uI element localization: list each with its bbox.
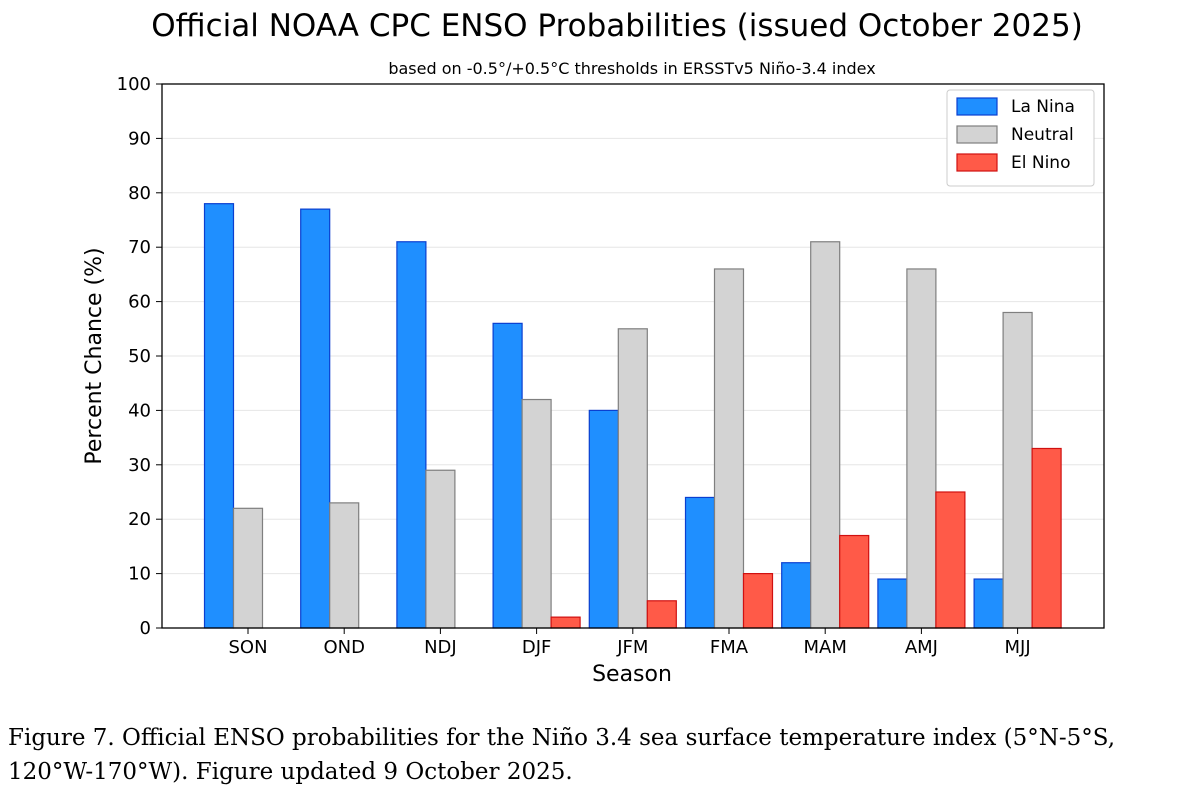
bar-neutral-ndj [425, 469, 456, 629]
bars [203, 203, 1062, 629]
y-tick-label: 20 [128, 509, 151, 530]
bar-neutral-mam [810, 241, 841, 629]
x-tick-label-ndj: NDJ [424, 637, 457, 658]
bar-el-nino-fma [742, 572, 774, 629]
y-tick-label: 0 [140, 618, 151, 639]
x-tick-label-amj: AMJ [905, 637, 938, 658]
bar-neutral-ond [329, 502, 360, 629]
bar-el-nino-djf [550, 616, 581, 629]
bar-neutral-amj [906, 268, 937, 629]
legend-label-neutral: Neutral [1011, 125, 1074, 145]
bar-la-nina-jfm [588, 409, 619, 629]
y-axis-ticks: 0 10 20 30 40 50 60 70 80 90 100 [117, 74, 162, 639]
x-tick-label-jfm: JFM [616, 637, 648, 658]
legend-swatch-la-nina [956, 97, 998, 116]
bar-la-nina-djf [492, 322, 523, 629]
x-tick-label-djf: DJF [522, 637, 552, 658]
x-tick-label-son: SON [228, 637, 267, 658]
bar-la-nina-fma [684, 496, 716, 629]
y-tick-label: 80 [128, 183, 151, 204]
x-tick-label-mjj: MJJ [1005, 637, 1031, 658]
bar-la-nina-son [203, 203, 235, 629]
bar-neutral-fma [713, 268, 745, 629]
y-tick-label: 70 [128, 237, 151, 258]
y-axis-label: Percent Chance (%) [82, 247, 107, 464]
x-tick-label-ond: OND [323, 637, 365, 658]
enso-probability-chart: Official NOAA CPC ENSO Probabilities (is… [82, 8, 1105, 687]
legend-swatch-neutral [956, 125, 998, 144]
y-tick-label: 60 [128, 292, 151, 313]
bar-el-nino-amj [935, 491, 966, 629]
y-tick-label: 30 [128, 455, 151, 476]
bar-el-nino-mjj [1031, 447, 1062, 629]
x-axis-ticks: SON OND NDJ DJF JFM FMA MAM AMJ MJJ [228, 628, 1031, 658]
legend-label-la-nina: La Nina [1011, 97, 1075, 117]
y-tick-label: 100 [117, 74, 151, 95]
y-tick-label: 10 [128, 564, 151, 585]
bar-neutral-jfm [617, 328, 648, 629]
y-tick-label: 50 [128, 346, 151, 367]
bar-neutral-son [232, 507, 264, 629]
bar-la-nina-ndj [396, 241, 427, 629]
bar-neutral-djf [521, 398, 552, 629]
x-tick-label-mam: MAM [804, 637, 847, 658]
bar-la-nina-amj [877, 578, 908, 629]
bar-la-nina-mjj [973, 578, 1004, 629]
y-tick-label: 40 [128, 400, 151, 421]
figure-caption: Figure 7. Official ENSO probabilities fo… [8, 725, 1116, 785]
y-tick-label: 90 [128, 128, 151, 149]
bar-la-nina-mam [781, 562, 812, 629]
x-axis-label: Season [592, 662, 672, 687]
legend-swatch-el-nino [956, 153, 998, 172]
bar-el-nino-mam [839, 534, 870, 629]
legend: La Nina Neutral El Nino [946, 89, 1095, 187]
x-tick-label-fma: FMA [710, 637, 749, 658]
bar-la-nina-ond [300, 208, 331, 629]
chart-title: Official NOAA CPC ENSO Probabilities (is… [151, 8, 1083, 44]
bar-el-nino-jfm [646, 600, 677, 629]
bar-neutral-mjj [1002, 311, 1033, 629]
legend-label-el-nino: El Nino [1011, 153, 1070, 173]
chart-subtitle: based on -0.5°/+0.5°C thresholds in ERSS… [388, 59, 875, 78]
